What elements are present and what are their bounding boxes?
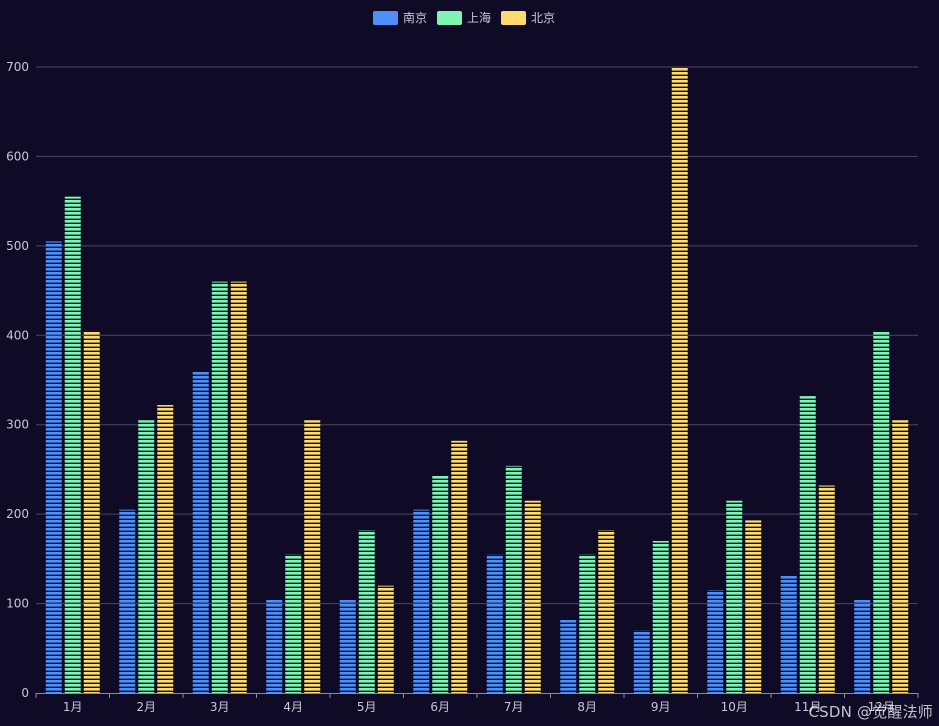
bar-北京-3月[interactable]	[230, 281, 247, 693]
legend[interactable]: 南京 上海 北京	[373, 10, 555, 25]
bar-上海-5月[interactable]	[358, 530, 375, 693]
x-tick-label: 12月	[868, 700, 895, 714]
x-tick-label: 2月	[136, 700, 156, 714]
y-tick-label: 600	[6, 149, 29, 163]
bar-北京-9月[interactable]	[671, 67, 688, 693]
bar-上海-12月[interactable]	[873, 330, 890, 693]
x-tick-label: 7月	[504, 700, 524, 714]
bar-上海-1月[interactable]	[64, 196, 81, 693]
bar-南京-2月[interactable]	[119, 509, 136, 693]
legend-item[interactable]: 南京	[373, 10, 427, 25]
bar-南京-6月[interactable]	[413, 509, 430, 693]
bar-南京-10月[interactable]	[707, 590, 724, 693]
watermark: CSDN @觉醒法师	[808, 703, 933, 721]
bar-上海-8月[interactable]	[579, 554, 596, 693]
bar-南京-3月[interactable]	[192, 371, 209, 693]
bar-北京-4月[interactable]	[304, 420, 321, 693]
x-tick-label: 3月	[210, 700, 230, 714]
x-tick-label: 5月	[357, 700, 377, 714]
bar-上海-6月[interactable]	[432, 475, 449, 693]
x-tick-label: 1月	[63, 700, 83, 714]
bar-北京-1月[interactable]	[83, 330, 100, 693]
bar-南京-7月[interactable]	[486, 554, 503, 693]
bar-北京-8月[interactable]	[598, 530, 615, 693]
grid-lines	[36, 66, 918, 605]
y-tick-label: 0	[21, 686, 29, 700]
x-tick-label: 10月	[721, 700, 748, 714]
x-tick-label: 8月	[577, 700, 597, 714]
legend-item[interactable]: 上海	[437, 10, 491, 25]
y-tick-label: 300	[6, 418, 29, 432]
bar-北京-11月[interactable]	[818, 485, 835, 693]
bar-南京-1月[interactable]	[45, 241, 62, 693]
x-tick-label: 11月	[794, 700, 821, 714]
y-tick-label: 700	[6, 60, 29, 74]
bar-南京-11月[interactable]	[780, 574, 797, 693]
x-axis: 1月 2月 3月 4月 5月 6月 7月 8月 9月 10月 11月 12月	[35, 693, 919, 714]
bar-北京-10月[interactable]	[745, 520, 762, 693]
legend-label: 北京	[531, 11, 555, 25]
bar-上海-10月[interactable]	[726, 500, 743, 693]
legend-item[interactable]: 北京	[501, 11, 555, 25]
legend-label: 上海	[467, 10, 491, 25]
bars-layer	[45, 67, 909, 693]
bar-上海-9月[interactable]	[652, 540, 669, 693]
legend-label: 南京	[403, 10, 427, 25]
bar-上海-7月[interactable]	[505, 465, 522, 693]
legend-swatch	[501, 11, 526, 25]
bar-上海-2月[interactable]	[138, 420, 155, 693]
bar-南京-12月[interactable]	[854, 599, 871, 693]
bar-北京-12月[interactable]	[892, 420, 909, 693]
y-tick-label: 400	[6, 328, 29, 342]
bar-北京-6月[interactable]	[451, 440, 468, 693]
bar-南京-8月[interactable]	[560, 619, 577, 693]
x-tick-label: 9月	[651, 700, 671, 714]
bar-南京-5月[interactable]	[339, 599, 356, 693]
x-tick-label: 6月	[430, 700, 450, 714]
legend-swatch	[373, 11, 398, 25]
bar-上海-3月[interactable]	[211, 281, 228, 693]
x-tick-label: 4月	[283, 700, 303, 714]
bar-上海-4月[interactable]	[285, 554, 302, 693]
bar-北京-2月[interactable]	[157, 405, 174, 693]
bar-南京-4月[interactable]	[266, 599, 283, 693]
y-axis: 0 100 200 300 400 500 600 700	[6, 60, 29, 700]
bar-北京-7月[interactable]	[524, 500, 541, 693]
bar-南京-9月[interactable]	[633, 630, 650, 693]
y-tick-label: 100	[6, 597, 29, 611]
bar-上海-11月[interactable]	[799, 396, 816, 693]
y-tick-label: 500	[6, 239, 29, 253]
bar-北京-5月[interactable]	[377, 585, 394, 693]
y-tick-label: 200	[6, 507, 29, 521]
legend-swatch	[437, 11, 462, 25]
